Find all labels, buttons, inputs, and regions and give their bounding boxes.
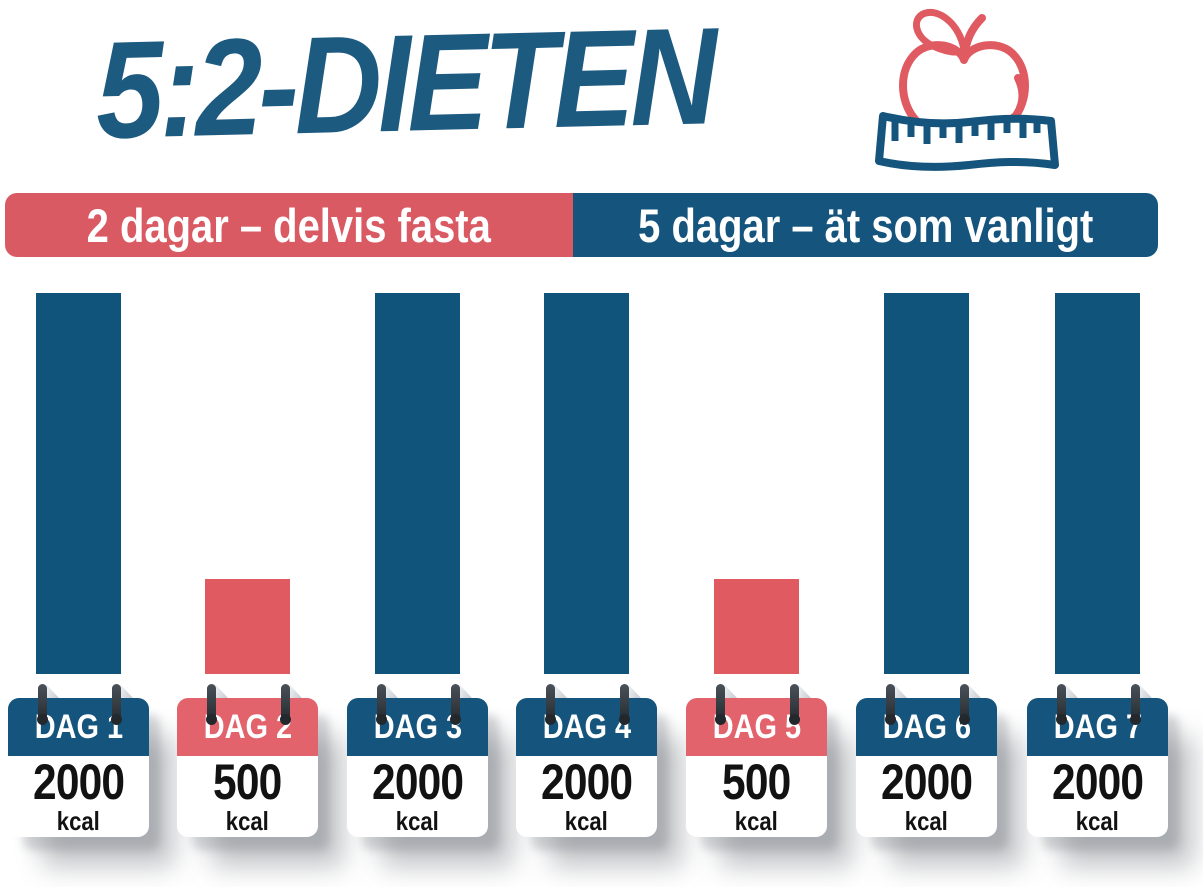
day-card: DAG 2 500 kcal (177, 684, 318, 837)
day-calories: 2000 (371, 754, 464, 810)
calorie-bar (36, 293, 121, 674)
binder-ring-icon (376, 684, 387, 725)
page-fold-icon (628, 684, 641, 698)
page-fold-icon (46, 684, 59, 698)
binder-ring-icon (1056, 684, 1067, 725)
day-card: DAG 5 500 kcal (686, 684, 827, 837)
day-card: DAG 7 2000 kcal (1027, 684, 1168, 837)
binder-ring-icon (37, 684, 48, 725)
day-column: DAG 6 2000 kcal (856, 0, 997, 887)
day-label: DAG 6 (882, 707, 971, 746)
page-fold-icon (968, 684, 981, 698)
apple-leaf (912, 9, 968, 56)
day-card-header: DAG 3 (347, 698, 488, 756)
binder-ring-icon (789, 684, 800, 725)
calorie-bar (544, 293, 629, 674)
calorie-bar (1055, 293, 1140, 674)
page-fold-icon (289, 684, 302, 698)
day-card-body: 2000 kcal (516, 756, 657, 837)
calorie-bar (714, 579, 799, 674)
binder-ring-icon (1130, 684, 1141, 725)
day-card-header: DAG 2 (177, 698, 318, 756)
page-fold-icon (1065, 684, 1078, 698)
day-label: DAG 3 (373, 707, 462, 746)
day-card-body: 500 kcal (177, 756, 318, 837)
day-card-body: 2000 kcal (8, 756, 149, 837)
day-card: DAG 4 2000 kcal (516, 684, 657, 837)
binder-ring-icon (111, 684, 122, 725)
page-fold-icon (724, 684, 737, 698)
day-calories: 2000 (32, 754, 125, 810)
day-card-body: 2000 kcal (1027, 756, 1168, 837)
day-column: DAG 2 500 kcal (177, 0, 318, 887)
tape-band (875, 112, 1059, 171)
binder-ring-icon (619, 684, 630, 725)
apple-measuring-tape-icon (875, 9, 1059, 171)
day-card-body: 2000 kcal (856, 756, 997, 837)
tape-ticks (891, 118, 1041, 144)
day-card-header: DAG 7 (1027, 698, 1168, 756)
page-fold-icon (215, 684, 228, 698)
day-calories: 500 (213, 754, 282, 810)
binder-ring-icon (885, 684, 896, 725)
day-calories: 2000 (880, 754, 973, 810)
legend-normal-days: 5 dagar – ät som vanligt (573, 193, 1158, 257)
day-card-body: 2000 kcal (347, 756, 488, 837)
day-calories-unit: kcal (734, 806, 779, 836)
day-card-header: DAG 1 (8, 698, 149, 756)
page-fold-icon (385, 684, 398, 698)
page-fold-icon (798, 684, 811, 698)
binder-ring-icon (206, 684, 217, 725)
day-column: DAG 3 2000 kcal (347, 0, 488, 887)
day-column: DAG 4 2000 kcal (516, 0, 657, 887)
day-calories: 2000 (540, 754, 633, 810)
day-calories-unit: kcal (56, 806, 101, 836)
day-column: DAG 1 2000 kcal (8, 0, 149, 887)
binder-ring-icon (450, 684, 461, 725)
day-calories: 2000 (1051, 754, 1144, 810)
measuring-tape-icon (875, 112, 1059, 171)
day-calories-unit: kcal (1075, 806, 1120, 836)
day-card-header: DAG 4 (516, 698, 657, 756)
day-card: DAG 1 2000 kcal (8, 684, 149, 837)
day-label: DAG 1 (34, 707, 123, 746)
day-column: DAG 5 500 kcal (686, 0, 827, 887)
legend-normal-label: 5 dagar – ät som vanligt (637, 198, 1094, 252)
apple-highlight (1014, 74, 1027, 112)
binder-ring-icon (280, 684, 291, 725)
day-calories-unit: kcal (395, 806, 440, 836)
legend-fast-days: 2 dagar – delvis fasta (5, 193, 573, 257)
day-card-header: DAG 6 (856, 698, 997, 756)
legend-fast-label: 2 dagar – delvis fasta (86, 198, 492, 252)
binder-ring-icon (715, 684, 726, 725)
day-label: DAG 2 (203, 707, 292, 746)
calorie-bar (884, 293, 969, 674)
binder-ring-icon (959, 684, 970, 725)
page-fold-icon (894, 684, 907, 698)
day-card-body: 500 kcal (686, 756, 827, 837)
day-calories: 500 (722, 754, 791, 810)
binder-ring-icon (545, 684, 556, 725)
day-column: DAG 7 2000 kcal (1027, 0, 1168, 887)
legend: 2 dagar – delvis fasta 5 dagar – ät som … (5, 193, 1158, 257)
page-fold-icon (120, 684, 133, 698)
calorie-bar (205, 579, 290, 674)
day-card-header: DAG 5 (686, 698, 827, 756)
page-fold-icon (1139, 684, 1152, 698)
day-calories-unit: kcal (225, 806, 270, 836)
day-calories-unit: kcal (564, 806, 609, 836)
day-label: DAG 7 (1053, 707, 1142, 746)
calorie-bar (375, 293, 460, 674)
day-card: DAG 6 2000 kcal (856, 684, 997, 837)
day-label: DAG 5 (712, 707, 801, 746)
day-label: DAG 4 (542, 707, 631, 746)
page-fold-icon (459, 684, 472, 698)
day-calories-unit: kcal (904, 806, 949, 836)
page-fold-icon (554, 684, 567, 698)
day-card: DAG 3 2000 kcal (347, 684, 488, 837)
